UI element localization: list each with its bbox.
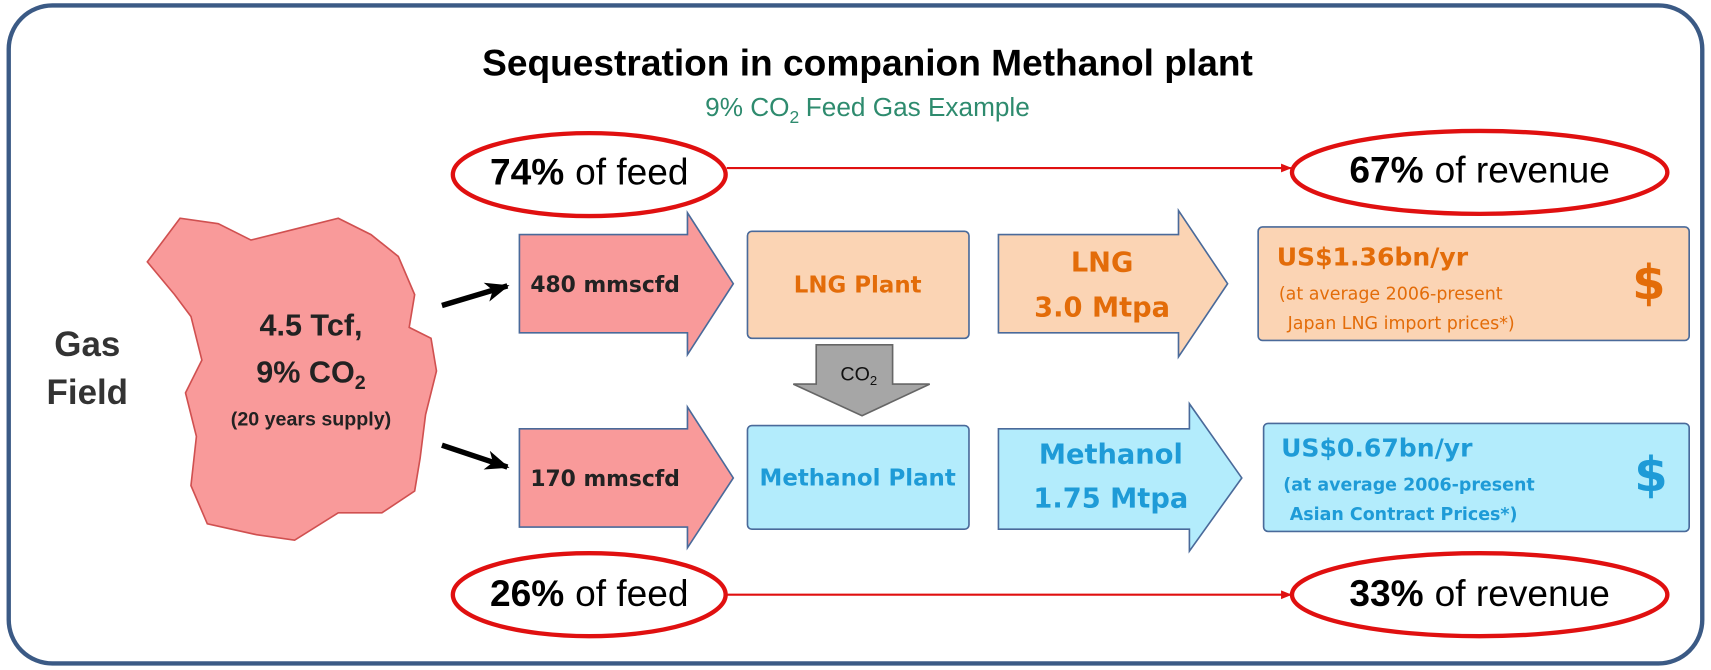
gas-field: [146, 217, 438, 541]
field-co2: 9% CO2: [256, 355, 365, 394]
product-arrow: [997, 207, 1229, 360]
subtitle: 9% CO2 Feed Gas Example: [705, 92, 1030, 126]
revenue-symbol: $: [1634, 447, 1667, 503]
pct: 74%: [490, 150, 564, 192]
title: Sequestration in companion Methanol plan…: [482, 41, 1253, 83]
oval-text: 67% of revenue: [1349, 148, 1609, 190]
product: 1.75 Mtpa: [1033, 483, 1188, 514]
revenue-note: (at average 2006-present: [1283, 476, 1534, 496]
co2-sub: 2: [355, 372, 366, 394]
label: of feed: [575, 150, 688, 192]
co2-text: 9% CO: [256, 355, 354, 389]
subtitle-rest: Feed Gas Example: [806, 92, 1030, 122]
label: of revenue: [1435, 148, 1610, 190]
co2-label: CO2: [840, 364, 877, 389]
revenue-amount: US$1.36bn/yr: [1277, 243, 1469, 272]
field-label: Field: [47, 373, 128, 412]
label: of revenue: [1435, 572, 1610, 614]
plant-label: LNG Plant: [794, 272, 922, 298]
plant: [746, 424, 970, 531]
oval: [450, 551, 728, 639]
label: of feed: [575, 572, 688, 614]
oval: [1289, 551, 1670, 639]
field-label: Gas: [54, 325, 120, 364]
feed-arrow: [518, 210, 735, 358]
subtitle-text: 9% CO: [705, 92, 789, 122]
pct: 33%: [1349, 572, 1423, 614]
revenue-amount: US$0.67bn/yr: [1281, 434, 1473, 463]
flow-arrow: [441, 442, 510, 470]
product: 3.0 Mtpa: [1034, 292, 1170, 323]
oval-text: 33% of revenue: [1349, 572, 1609, 614]
pct: 67%: [1349, 148, 1423, 190]
revenue-box: [1262, 422, 1690, 533]
feed-arrow: [518, 404, 735, 551]
oval-text: 74% of feed: [490, 150, 689, 192]
flow: 170 mmscfd: [530, 467, 680, 492]
product: LNG: [1071, 248, 1134, 279]
co2-sub: 2: [870, 373, 877, 388]
revenue-box: [1257, 226, 1690, 342]
oval: [1289, 128, 1670, 217]
product: Methanol: [1039, 440, 1183, 471]
oval-text: 26% of feed: [490, 572, 689, 614]
plant: [746, 230, 970, 340]
revenue-note: Asian Contract Prices*): [1290, 505, 1518, 525]
revenue-note: (at average 2006-present: [1279, 285, 1503, 305]
flow-arrow: [441, 282, 510, 309]
revenue-note: Japan LNG import prices*): [1287, 314, 1515, 334]
revenue-symbol: $: [1632, 255, 1665, 311]
oval: [450, 130, 728, 219]
supply: (20 years supply): [231, 408, 391, 430]
pct: 26%: [490, 572, 564, 614]
co2-arrow: [792, 344, 931, 417]
subtitle-sub: 2: [790, 106, 800, 126]
product-arrow: [997, 401, 1243, 554]
reserve: 4.5 Tcf,: [259, 308, 362, 342]
flow: 480 mmscfd: [530, 273, 680, 298]
co2-text: CO: [840, 364, 869, 386]
plant-label: Methanol Plant: [760, 466, 956, 492]
